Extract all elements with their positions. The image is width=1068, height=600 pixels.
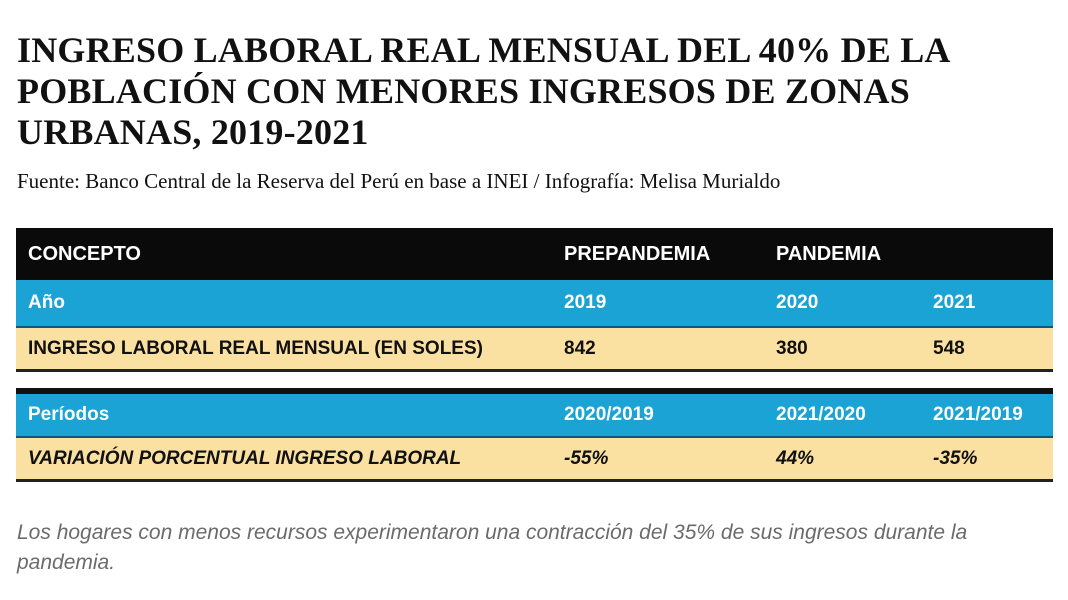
chart-title: INGRESO LABORAL REAL MENSUAL DEL 40% DE … — [17, 30, 949, 152]
cell-year-2019: 2019 — [564, 292, 607, 313]
footnote: Los hogares con menos recursos experimen… — [17, 521, 968, 574]
table-row-year: Año 2019 2020 2021 — [16, 280, 1053, 328]
source-credit: Fuente: Banco Central de la Reserva del … — [17, 169, 781, 193]
data-table: CONCEPTO PREPANDEMIA PANDEMIA Año 2019 2… — [16, 228, 1053, 482]
table-row-variation: VARIACIÓN PORCENTUAL INGRESO LABORAL -55… — [16, 438, 1053, 482]
cell-variation-2021-2019: -35% — [933, 447, 978, 469]
table-header-row: CONCEPTO PREPANDEMIA PANDEMIA — [16, 228, 1053, 280]
cell-income-2021: 548 — [933, 337, 965, 359]
table-row-income: INGRESO LABORAL REAL MENSUAL (EN SOLES) … — [16, 328, 1053, 372]
row-label-variation: VARIACIÓN PORCENTUAL INGRESO LABORAL — [28, 447, 462, 469]
cell-year-2020: 2020 — [776, 292, 819, 313]
cell-variation-2021-2020: 44% — [776, 447, 815, 469]
cell-variation-2020-2019: -55% — [564, 447, 609, 469]
cell-year-2021: 2021 — [933, 292, 976, 313]
cell-income-2019: 842 — [564, 337, 596, 359]
header-cell-concepto: CONCEPTO — [28, 242, 141, 265]
cell-period-2021-2019: 2021/2019 — [933, 404, 1023, 425]
cell-period-2021-2020: 2021/2020 — [776, 404, 866, 425]
cell-income-2020: 380 — [776, 337, 808, 359]
table-row-periods: Períodos 2020/2019 2021/2020 2021/2019 — [16, 388, 1053, 438]
header-cell-prepandemia: PREPANDEMIA — [564, 242, 711, 265]
header-cell-pandemia: PANDEMIA — [776, 242, 882, 265]
row-label-year: Año — [28, 292, 65, 313]
cell-period-2020-2019: 2020/2019 — [564, 404, 654, 425]
row-label-income: INGRESO LABORAL REAL MENSUAL (EN SOLES) — [28, 337, 483, 359]
row-label-periods: Períodos — [28, 404, 110, 425]
